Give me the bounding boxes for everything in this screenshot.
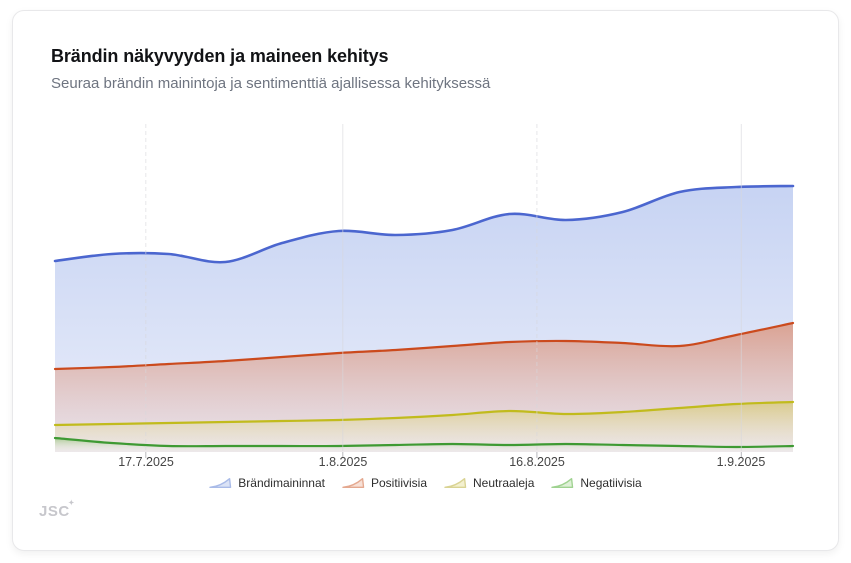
area-swatch-icon [444, 478, 467, 488]
legend-label: Brändimaininnat [238, 476, 325, 490]
chart-subtitle: Seuraa brändin mainintoja ja sentimentti… [51, 75, 491, 92]
area-swatch-icon [209, 478, 232, 488]
series-line-3[interactable] [53, 436, 795, 449]
legend-item-negatiivisia[interactable]: Negatiivisia [551, 476, 642, 490]
page-title: Brändin näkyvyyden ja maineen kehitys [51, 46, 389, 66]
x-axis-label: 16.8.2025 [509, 455, 565, 469]
legend-label: Positiivisia [370, 476, 427, 490]
sparkle-icon: ✦ [68, 500, 75, 507]
series-line-2[interactable] [53, 400, 795, 427]
legend-label: Negatiivisia [580, 476, 642, 490]
x-axis-label: 17.7.2025 [118, 455, 174, 469]
series-line-1[interactable] [53, 321, 795, 371]
legend-item-positiivisia[interactable]: Positiivisia [342, 476, 427, 490]
area-swatch-icon [551, 478, 574, 488]
legend-item-neutraaleja[interactable]: Neutraaleja [444, 476, 534, 490]
jscharting-watermark[interactable]: JSC ✦ [39, 500, 75, 520]
area-swatch-icon [342, 478, 365, 488]
x-axis-label: 1.9.2025 [716, 455, 766, 469]
legend-item-brandimaininnat[interactable]: Brändimaininnat [209, 476, 325, 490]
series-line-0[interactable] [53, 184, 795, 264]
legend: Brändimaininnat Positiivisia Neutraaleja… [0, 476, 851, 490]
legend-label: Neutraaleja [473, 476, 535, 490]
series-area-2[interactable] [55, 402, 793, 452]
x-axis-label: 1.8.2025 [318, 455, 368, 469]
